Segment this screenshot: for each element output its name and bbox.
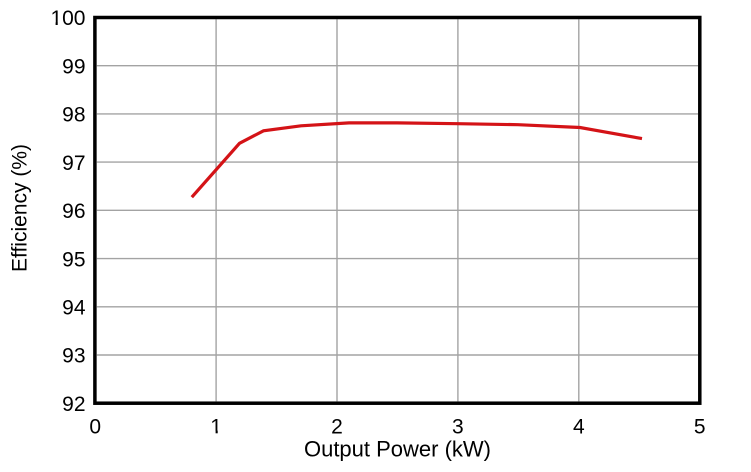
svg-text:4: 4: [573, 415, 585, 438]
svg-text:1: 1: [210, 415, 222, 438]
svg-text:3: 3: [452, 415, 464, 438]
svg-text:0: 0: [89, 415, 101, 438]
svg-text:96: 96: [62, 200, 85, 223]
svg-text:95: 95: [62, 248, 85, 271]
svg-text:97: 97: [62, 152, 85, 175]
svg-text:92: 92: [62, 393, 85, 416]
svg-text:5: 5: [694, 415, 706, 438]
svg-text:100: 100: [50, 7, 85, 30]
svg-text:2: 2: [331, 415, 343, 438]
svg-text:Output Power (kW): Output Power (kW): [304, 437, 491, 462]
svg-text:99: 99: [62, 55, 85, 78]
svg-text:98: 98: [62, 104, 85, 127]
svg-text:94: 94: [62, 297, 86, 320]
svg-text:Efficiency (%): Efficiency (%): [9, 144, 32, 272]
svg-text:93: 93: [62, 345, 85, 368]
